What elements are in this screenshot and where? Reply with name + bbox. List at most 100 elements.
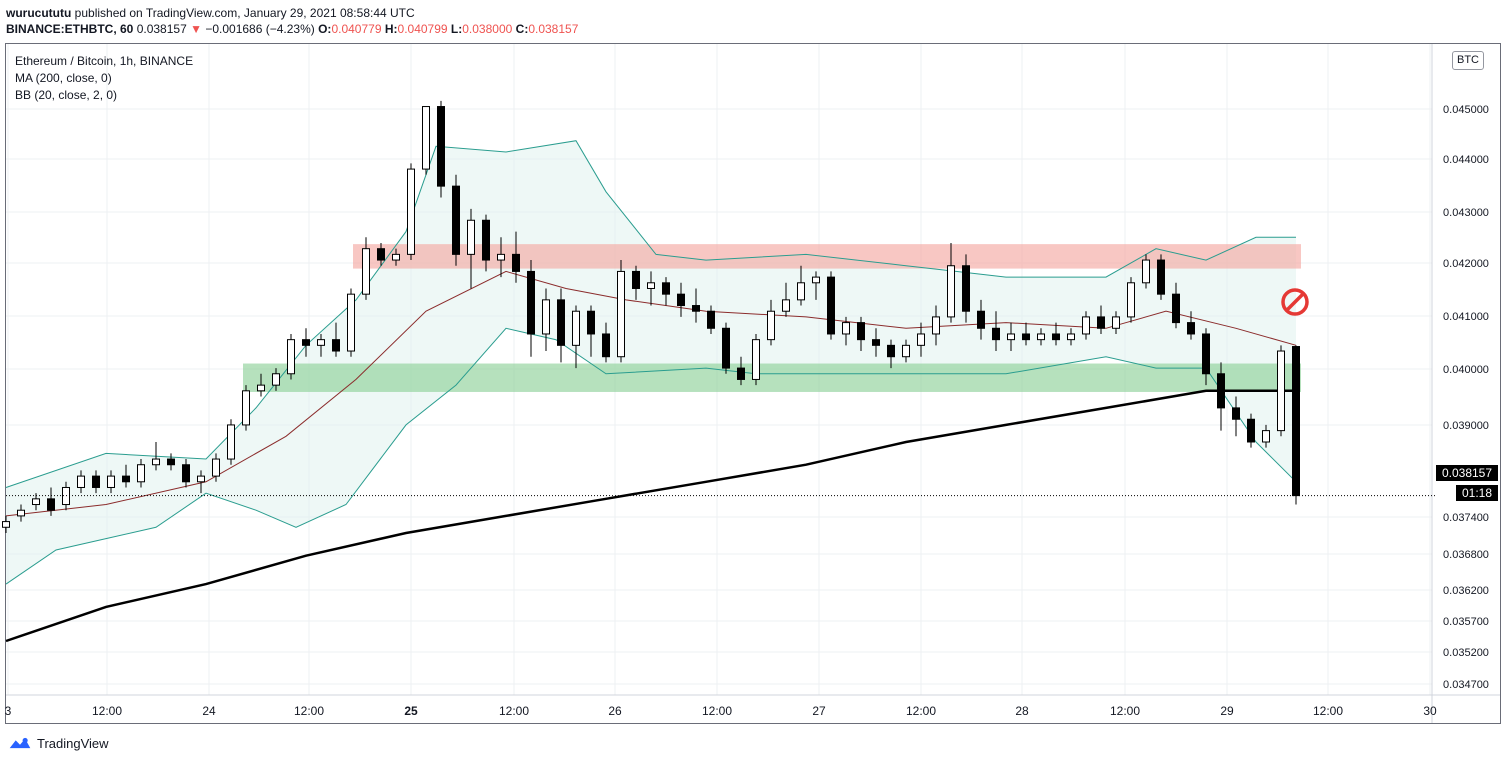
x-tick-label: 12:00 <box>702 704 732 718</box>
candle <box>677 282 685 317</box>
candle-body <box>137 464 145 483</box>
candle-body <box>602 333 610 358</box>
y-tick-label: 0.042000 <box>1443 258 1489 270</box>
candle-body <box>467 219 475 255</box>
candle <box>182 459 190 488</box>
candle <box>1052 322 1060 346</box>
candle <box>1082 311 1090 340</box>
high-label: H: <box>384 22 398 36</box>
x-tick-label: 12:00 <box>906 704 936 718</box>
open-label: O: <box>318 22 332 36</box>
candle-body <box>47 498 55 511</box>
candle <box>287 333 295 380</box>
published-text: published on TradingView.com, January 29… <box>74 6 415 20</box>
candle <box>392 248 400 266</box>
candle-body <box>647 282 655 289</box>
candle <box>887 339 895 369</box>
candle <box>302 328 310 357</box>
candle-body <box>1097 316 1105 329</box>
candle <box>932 305 940 346</box>
candle-body <box>1037 333 1045 341</box>
candle-body <box>272 373 280 386</box>
currency-badge[interactable]: BTC <box>1452 51 1484 70</box>
bollinger-band-fill <box>6 140 1296 585</box>
x-tick-label: 12:00 <box>1110 704 1140 718</box>
candle <box>332 322 340 357</box>
candle-body <box>1142 259 1150 284</box>
candle <box>872 328 880 357</box>
candle-body <box>557 299 565 346</box>
candle <box>1232 396 1240 437</box>
candle <box>17 504 25 522</box>
candle-body <box>692 305 700 312</box>
candle <box>662 277 670 306</box>
candle-body <box>707 310 715 329</box>
no-entry-icon <box>1281 288 1309 316</box>
candle <box>797 265 805 306</box>
down-arrow-icon: ▼ <box>190 22 202 36</box>
y-tick-label: 0.040000 <box>1443 364 1489 376</box>
candle-body <box>332 339 340 352</box>
brand-name: TradingView <box>37 735 109 751</box>
candle <box>992 311 1000 352</box>
candle-body <box>797 282 805 301</box>
candle-body <box>1022 333 1030 341</box>
candle <box>632 265 640 300</box>
x-tick-label: 25 <box>404 704 418 718</box>
support-zone <box>243 363 1301 392</box>
candle-body <box>122 475 130 483</box>
candle <box>1037 328 1045 346</box>
candle-body <box>437 106 445 187</box>
price-change: −0.001686 (−4.23%) <box>205 22 315 36</box>
candle-body <box>917 333 925 346</box>
candle-body <box>527 270 535 335</box>
candle-body <box>107 475 115 488</box>
candle-body <box>407 168 415 255</box>
candle <box>212 453 220 482</box>
author-name: wurucututu <box>6 6 72 20</box>
candle-body <box>857 322 865 341</box>
candle-body <box>632 270 640 289</box>
y-tick-label: 0.034700 <box>1443 679 1489 691</box>
candle-body <box>377 248 385 261</box>
x-tick-label: 29 <box>1220 704 1234 718</box>
candle <box>1142 254 1150 289</box>
candle <box>197 470 205 494</box>
candle-body <box>452 185 460 255</box>
y-tick-label: 0.035200 <box>1443 647 1489 659</box>
candle-body <box>1067 333 1075 341</box>
candle <box>122 464 130 488</box>
candle-body <box>257 384 265 392</box>
x-tick-label: 12:00 <box>499 704 529 718</box>
candle <box>482 214 490 272</box>
candle-body <box>212 458 220 477</box>
candle <box>2 515 10 533</box>
candle <box>1202 328 1210 386</box>
candle <box>767 299 775 346</box>
candle-body <box>1217 373 1225 409</box>
candle-body <box>1277 350 1285 432</box>
candle-body <box>872 339 880 346</box>
y-axis: 0.045000 0.044000 0.043000 0.042000 0.041000… <box>1443 104 1489 691</box>
candle-body <box>1112 316 1120 329</box>
candle-body <box>1082 316 1090 335</box>
footer-brand[interactable]: TradingView <box>8 734 109 752</box>
candle <box>257 373 265 397</box>
candle-body <box>422 106 430 170</box>
candle <box>137 459 145 488</box>
candle <box>1007 322 1015 352</box>
candle <box>77 470 85 494</box>
x-tick-label: 24 <box>202 704 216 718</box>
candle <box>1067 328 1075 346</box>
ma200-line <box>5 389 1296 643</box>
ma-legend[interactable]: MA (200, close, 0) <box>15 71 112 85</box>
candle <box>617 260 625 363</box>
chart-title[interactable]: Ethereum / Bitcoin, 1h, BINANCE <box>15 54 194 68</box>
candle-body <box>182 464 190 483</box>
x-tick-label: 28 <box>1015 704 1029 718</box>
candle <box>962 254 970 323</box>
bb-legend[interactable]: BB (20, close, 2, 0) <box>15 88 118 102</box>
candle-body <box>617 270 625 358</box>
candle-body <box>752 339 760 380</box>
